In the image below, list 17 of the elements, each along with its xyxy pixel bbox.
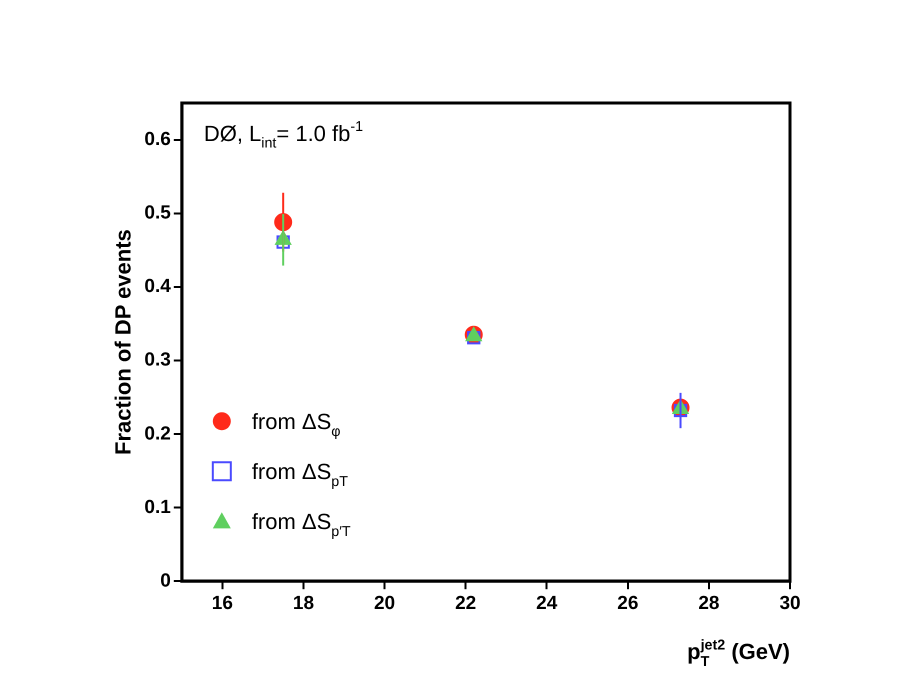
x-tick-label: 16 xyxy=(212,592,233,614)
point xyxy=(276,235,290,249)
x-tick-label: 26 xyxy=(617,592,638,614)
x-tick-label: 28 xyxy=(698,592,720,614)
y-tick-label: 0.1 xyxy=(144,496,172,518)
y-tick-label: 0.3 xyxy=(144,350,171,371)
x-tick-label: 18 xyxy=(292,592,314,614)
y-axis-title: Fraction of DP events xyxy=(110,229,136,455)
x-tick-label: 24 xyxy=(536,592,558,614)
y-tick-label: 0.6 xyxy=(144,129,171,150)
x-tick-label: 22 xyxy=(455,592,476,614)
y-tick-label: 0.4 xyxy=(144,276,172,298)
y-tick-label: 0 xyxy=(160,570,171,592)
y-tick-label: 0.2 xyxy=(144,423,171,444)
x-tick-label: 20 xyxy=(374,592,396,614)
y-tick-label: 0.5 xyxy=(144,202,172,224)
x-tick-label: 30 xyxy=(779,592,801,614)
